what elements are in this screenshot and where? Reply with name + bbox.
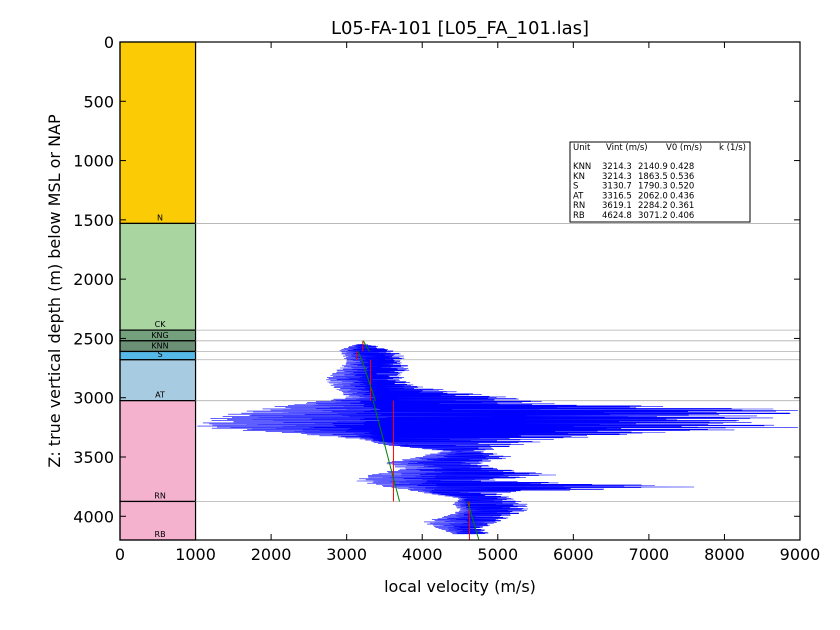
table-cell: 3214.3 bbox=[602, 162, 632, 172]
table-cell: 3619.1 bbox=[602, 201, 632, 211]
model-velocity-segment bbox=[467, 501, 480, 541]
table-header-cell: k (1/s) bbox=[719, 143, 746, 153]
y-tick-label: 3500 bbox=[73, 448, 114, 467]
x-tick-label: 9000 bbox=[780, 545, 821, 564]
table-cell: 0.361 bbox=[670, 201, 694, 211]
y-tick-label: 4000 bbox=[73, 507, 114, 526]
y-tick-label: 2000 bbox=[73, 270, 114, 289]
table-cell: 3214.3 bbox=[602, 172, 632, 182]
formation-label: RN bbox=[154, 491, 166, 500]
y-tick-label: 0 bbox=[104, 33, 114, 52]
table-cell: AT bbox=[573, 191, 584, 201]
table-cell: 4624.8 bbox=[602, 211, 632, 221]
x-axis-title: local velocity (m/s) bbox=[384, 577, 536, 596]
table-cell: 3130.7 bbox=[602, 182, 632, 192]
y-tick-label: 3000 bbox=[73, 389, 114, 408]
model-velocity-segment bbox=[362, 340, 370, 352]
table-cell: KN bbox=[573, 172, 585, 182]
y-tick-label: 1000 bbox=[73, 152, 114, 171]
formation-label: KNN bbox=[151, 341, 168, 350]
formation-label: N bbox=[157, 213, 163, 222]
x-tick-label: 8000 bbox=[704, 545, 745, 564]
table-cell: 0.536 bbox=[670, 172, 694, 182]
x-axis: 0 1000 2000 3000 4000 5000 6000 7000 8000 9000 bbox=[115, 42, 820, 564]
table-cell: 2284.2 bbox=[638, 201, 668, 211]
velocity-log-series bbox=[197, 344, 798, 535]
plot-frame bbox=[119, 41, 801, 541]
y-tick-label: 2500 bbox=[73, 329, 114, 348]
table-header-cell: Vint (m/s) bbox=[606, 143, 648, 153]
chart-title: L05-FA-101 [L05_FA_101.las] bbox=[331, 18, 589, 39]
table-cell: 2062.0 bbox=[638, 191, 668, 201]
velocity-table: Unit Vint (m/s) V0 (m/s) k (1/s) KNN 3214.3 21… bbox=[569, 141, 751, 223]
table-cell: 0.436 bbox=[670, 191, 694, 201]
table-cell: 0.406 bbox=[670, 211, 694, 221]
x-tick-label: 2000 bbox=[251, 545, 292, 564]
table-header-cell: V0 (m/s) bbox=[666, 143, 702, 153]
x-tick-label: 1000 bbox=[175, 545, 216, 564]
x-tick-label: 6000 bbox=[553, 545, 594, 564]
table-cell: KNN bbox=[573, 162, 591, 172]
table-cell: RB bbox=[573, 211, 585, 221]
formation-label: KNG bbox=[151, 331, 168, 340]
x-tick-label: 0 bbox=[115, 545, 125, 564]
model-velocity-segment bbox=[361, 359, 376, 401]
velocity-table-box bbox=[569, 141, 751, 223]
x-tick-label: 4000 bbox=[402, 545, 443, 564]
formation-label: AT bbox=[155, 391, 165, 400]
x-tick-label: 5000 bbox=[477, 545, 518, 564]
table-header-cell: Unit bbox=[573, 143, 591, 153]
formation-block-ck bbox=[119, 222, 197, 331]
y-tick-label: 500 bbox=[83, 92, 114, 111]
v0-k-model-series bbox=[357, 340, 480, 541]
y-axis-title: Z: true vertical depth (m) below MSL or … bbox=[45, 114, 64, 468]
formation-block-rn bbox=[119, 400, 197, 503]
table-cell: RN bbox=[573, 201, 585, 211]
velocity-log-line bbox=[197, 344, 798, 535]
x-tick-label: 7000 bbox=[629, 545, 670, 564]
table-cell: 0.428 bbox=[670, 162, 694, 172]
table-cell: S bbox=[573, 182, 578, 192]
table-cell: 0.520 bbox=[670, 182, 694, 192]
formation-block-at bbox=[119, 359, 197, 402]
y-tick-label: 1500 bbox=[73, 211, 114, 230]
y-axis: 0 500 1000 1500 2000 2500 3000 3500 4000 bbox=[73, 33, 800, 526]
formation-block-n bbox=[119, 41, 197, 225]
formation-label: CK bbox=[155, 320, 167, 329]
table-cell: 1863.5 bbox=[638, 172, 668, 182]
formation-label: RB bbox=[155, 530, 166, 539]
table-cell: 1790.3 bbox=[638, 182, 668, 192]
model-velocity-segment bbox=[357, 351, 363, 360]
table-cell: 2140.9 bbox=[638, 162, 668, 172]
table-cell: 3316.5 bbox=[602, 191, 632, 201]
table-cell: 3071.2 bbox=[638, 211, 668, 221]
model-velocity-segment bbox=[372, 400, 401, 502]
x-tick-label: 3000 bbox=[326, 545, 367, 564]
formation-label: S bbox=[158, 350, 163, 359]
